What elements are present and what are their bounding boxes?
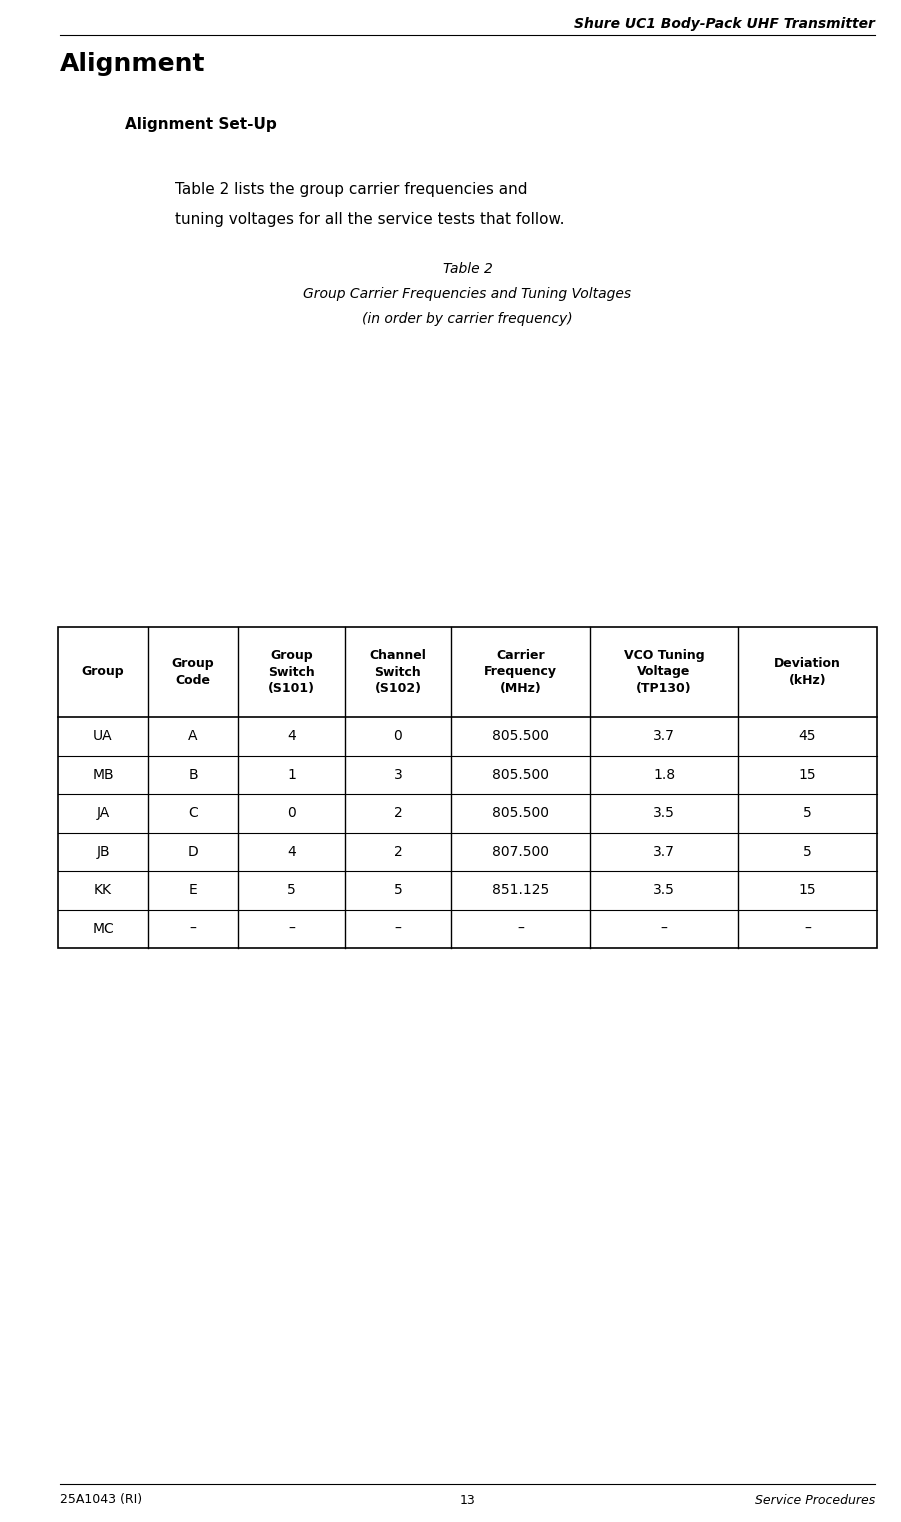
Text: –: – bbox=[288, 922, 295, 936]
Text: 1: 1 bbox=[287, 767, 296, 782]
Text: 4: 4 bbox=[287, 845, 296, 858]
Text: 4: 4 bbox=[287, 729, 296, 743]
Text: E: E bbox=[189, 883, 197, 898]
Text: 3.7: 3.7 bbox=[653, 729, 675, 743]
Text: Group
Code: Group Code bbox=[172, 658, 214, 686]
Text: C: C bbox=[188, 807, 198, 820]
Text: 3.5: 3.5 bbox=[653, 807, 675, 820]
Text: VCO Tuning
Voltage
(TP130): VCO Tuning Voltage (TP130) bbox=[623, 648, 705, 696]
Text: Channel
Switch
(S102): Channel Switch (S102) bbox=[369, 648, 426, 696]
Text: –: – bbox=[395, 922, 401, 936]
Text: UA: UA bbox=[93, 729, 113, 743]
Text: 851.125: 851.125 bbox=[492, 883, 550, 898]
Text: 807.500: 807.500 bbox=[492, 845, 550, 858]
Text: B: B bbox=[188, 767, 198, 782]
Text: 805.500: 805.500 bbox=[492, 767, 550, 782]
Text: 3.5: 3.5 bbox=[653, 883, 675, 898]
Text: –: – bbox=[660, 922, 668, 936]
Text: Group
Switch
(S101): Group Switch (S101) bbox=[268, 648, 315, 696]
Bar bbox=[58, 627, 877, 948]
Text: 5: 5 bbox=[287, 883, 296, 898]
Text: 3: 3 bbox=[394, 767, 402, 782]
Text: 5: 5 bbox=[803, 845, 812, 858]
Text: 2: 2 bbox=[394, 807, 402, 820]
Text: 805.500: 805.500 bbox=[492, 807, 550, 820]
Text: 5: 5 bbox=[394, 883, 402, 898]
Text: 2: 2 bbox=[394, 845, 402, 858]
Text: 3.7: 3.7 bbox=[653, 845, 675, 858]
Text: Alignment Set-Up: Alignment Set-Up bbox=[125, 117, 277, 132]
Text: –: – bbox=[517, 922, 524, 936]
Text: 45: 45 bbox=[798, 729, 816, 743]
Text: A: A bbox=[188, 729, 198, 743]
Text: 5: 5 bbox=[803, 807, 812, 820]
Text: 25A1043 (RI): 25A1043 (RI) bbox=[60, 1493, 142, 1507]
Text: –: – bbox=[190, 922, 196, 936]
Text: 15: 15 bbox=[798, 767, 816, 782]
Text: 0: 0 bbox=[394, 729, 402, 743]
Text: Table 2 lists the group carrier frequencies and: Table 2 lists the group carrier frequenc… bbox=[175, 183, 527, 196]
Text: JB: JB bbox=[96, 845, 110, 858]
Text: 1.8: 1.8 bbox=[653, 767, 675, 782]
Text: D: D bbox=[187, 845, 198, 858]
Text: Carrier
Frequency
(MHz): Carrier Frequency (MHz) bbox=[484, 648, 557, 696]
Text: Deviation
(kHz): Deviation (kHz) bbox=[774, 658, 841, 686]
Text: KK: KK bbox=[94, 883, 112, 898]
Text: Alignment: Alignment bbox=[60, 52, 205, 76]
Text: MB: MB bbox=[92, 767, 114, 782]
Text: 15: 15 bbox=[798, 883, 816, 898]
Text: JA: JA bbox=[96, 807, 110, 820]
Text: Shure UC1 Body-Pack UHF Transmitter: Shure UC1 Body-Pack UHF Transmitter bbox=[574, 17, 875, 30]
Text: 805.500: 805.500 bbox=[492, 729, 550, 743]
Text: (in order by carrier frequency): (in order by carrier frequency) bbox=[362, 312, 573, 326]
Text: tuning voltages for all the service tests that follow.: tuning voltages for all the service test… bbox=[175, 212, 565, 227]
Text: Group: Group bbox=[82, 665, 124, 679]
Text: Group Carrier Frequencies and Tuning Voltages: Group Carrier Frequencies and Tuning Vol… bbox=[304, 288, 632, 301]
Text: 0: 0 bbox=[287, 807, 296, 820]
Text: –: – bbox=[804, 922, 811, 936]
Text: 13: 13 bbox=[460, 1493, 476, 1507]
Text: Service Procedures: Service Procedures bbox=[755, 1493, 875, 1507]
Text: MC: MC bbox=[92, 922, 114, 936]
Text: Table 2: Table 2 bbox=[442, 262, 493, 275]
